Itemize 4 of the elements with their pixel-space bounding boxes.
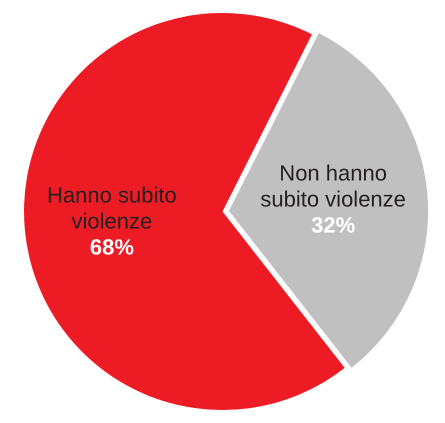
data-label: 32% bbox=[311, 212, 356, 238]
slice-label: Hanno subito violenze bbox=[47, 182, 177, 234]
data-label: 68% bbox=[90, 234, 134, 260]
slice-label: Non hanno subito violenze bbox=[260, 160, 406, 212]
